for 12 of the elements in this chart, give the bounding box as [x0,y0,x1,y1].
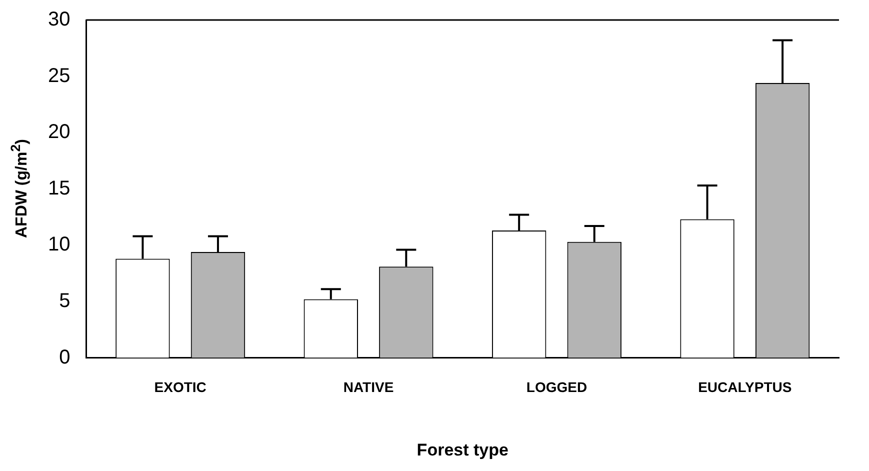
y-tick-label: 5 [59,290,70,312]
y-tick-label: 0 [59,346,70,368]
y-tick-label: 15 [48,177,70,200]
x-tick-label: EUCALYPTUS [698,379,792,396]
x-tick-label: EXOTIC [154,379,206,396]
x-tick-label: LOGGED [526,379,588,396]
y-tick-label: 25 [48,64,70,87]
x-tick-label: NATIVE [343,379,394,396]
y-tick-label: 10 [48,234,70,256]
y-tick-label: 20 [48,121,70,144]
x-axis-title: Forest type [416,440,508,460]
y-tick-label: 30 [48,8,70,31]
